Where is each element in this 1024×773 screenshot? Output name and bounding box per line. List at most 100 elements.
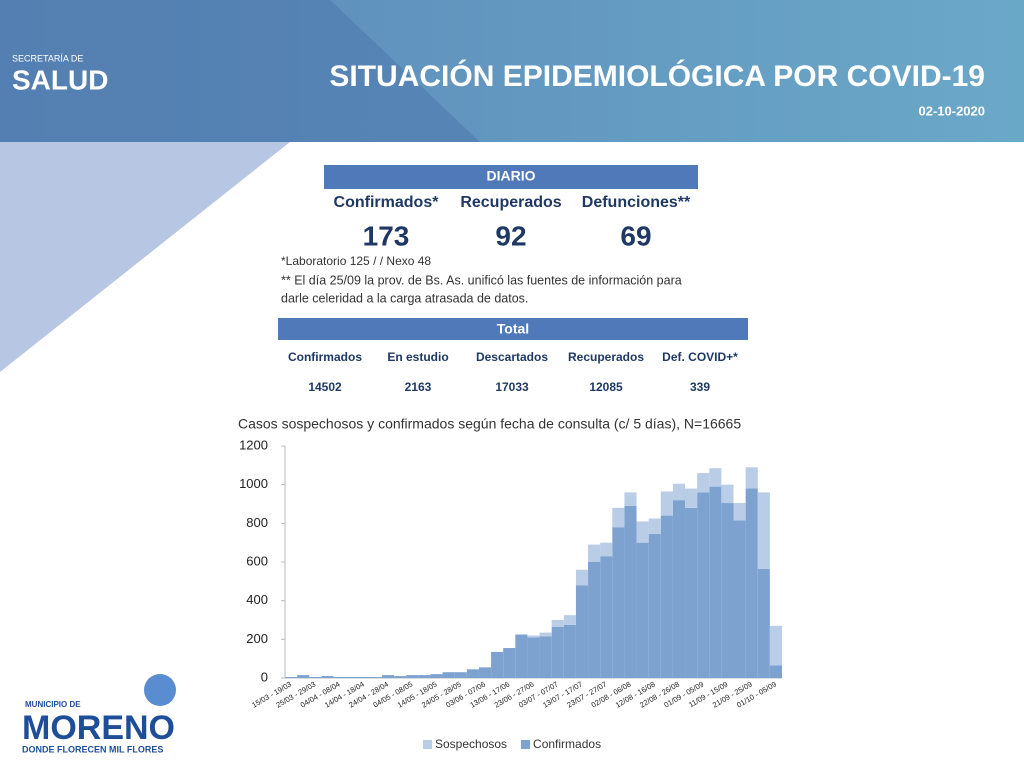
logo-flower: [144, 674, 176, 706]
bar: [309, 677, 322, 678]
bar: [333, 677, 346, 678]
bar: [769, 665, 782, 678]
legend-label: Sospechosos: [435, 737, 507, 751]
bar: [588, 544, 601, 562]
date: 02-10-2020: [919, 103, 986, 118]
bar: [624, 505, 637, 678]
chart-title: Casos sospechosos y confirmados según fe…: [238, 416, 741, 432]
bar: [697, 492, 710, 678]
bar: [575, 569, 589, 586]
legend-swatch: [423, 740, 432, 749]
bar: [685, 507, 698, 678]
bar: [769, 625, 782, 666]
daily-bar: [324, 165, 698, 189]
total-title: Total: [497, 321, 529, 337]
total-value: 2163: [405, 380, 432, 394]
y-tick-label: 1000: [239, 476, 268, 491]
title: SITUACIÓN EPIDEMIOLÓGICA POR COVID-19: [329, 59, 985, 93]
bar: [369, 677, 382, 678]
bar: [721, 503, 734, 678]
legend-label: Confirmados: [533, 737, 601, 751]
bar: [733, 503, 746, 521]
y-tick-label: 0: [261, 669, 268, 684]
bar: [745, 488, 758, 678]
daily-value: 69: [620, 220, 651, 251]
bar: [551, 626, 564, 678]
y-tick-label: 1200: [239, 437, 268, 452]
brand-small: SECRETARÍA DE: [12, 53, 83, 63]
slogan: DONDE FLORECEN MIL FLORES: [22, 744, 163, 754]
municipio-name: MORENO: [22, 709, 175, 747]
total-value: 12085: [589, 380, 623, 394]
bar: [648, 533, 661, 678]
bar: [563, 624, 576, 678]
bar: [575, 585, 589, 678]
bar: [660, 515, 673, 678]
daily-title: DIARIO: [487, 168, 536, 184]
bar: [600, 542, 613, 557]
note: darle celeridad a la carga atrasada de d…: [281, 291, 528, 305]
daily-header: Recuperados: [460, 194, 561, 211]
bar: [466, 669, 479, 678]
bar: [648, 518, 661, 534]
bar: [672, 500, 686, 678]
total-value: 14502: [308, 380, 342, 394]
y-tick-label: 200: [246, 631, 268, 646]
total-header: En estudio: [387, 350, 448, 364]
side-shape: [0, 142, 290, 372]
total-header: Confirmados: [288, 350, 362, 364]
bar: [721, 484, 734, 504]
note: ** El día 25/09 la prov. de Bs. As. unif…: [281, 273, 682, 287]
bar: [345, 677, 358, 678]
bar: [672, 483, 686, 501]
total-value: 339: [690, 380, 710, 394]
bar: [709, 468, 722, 487]
brand: SALUD: [12, 64, 108, 95]
bar: [636, 542, 649, 678]
daily-value: 92: [495, 220, 526, 251]
bar: [527, 635, 540, 638]
bar: [685, 488, 698, 508]
daily-header: Confirmados*: [334, 194, 440, 211]
y-tick-label: 800: [246, 515, 268, 530]
y-tick-label: 600: [246, 553, 268, 568]
total-bar: [278, 318, 748, 340]
bar: [503, 648, 516, 678]
header-shape: [0, 0, 480, 142]
bar: [418, 675, 431, 678]
bar: [612, 507, 625, 528]
bar: [624, 492, 637, 506]
bar: [285, 677, 298, 678]
legend-swatch: [521, 740, 531, 749]
bar: [297, 675, 310, 678]
daily-value: 173: [363, 220, 410, 251]
bar: [588, 562, 601, 678]
bar: [697, 473, 710, 493]
bar: [478, 667, 492, 678]
bar: [745, 467, 758, 489]
bar: [733, 520, 746, 678]
total-value: 17033: [495, 380, 529, 394]
bar: [757, 492, 770, 569]
note: *Laboratorio 125 / / Nexo 48: [281, 254, 431, 268]
y-tick-label: 400: [246, 592, 268, 607]
bar: [660, 491, 673, 516]
bar: [539, 632, 552, 637]
total-header: Descartados: [476, 350, 548, 364]
bar: [527, 637, 540, 678]
bar: [454, 672, 467, 678]
bar: [381, 675, 395, 678]
bar: [551, 620, 564, 627]
bar: [491, 651, 504, 678]
bar: [430, 674, 443, 678]
bar: [357, 677, 370, 678]
bar: [515, 634, 528, 678]
bar: [321, 676, 334, 678]
bar: [600, 556, 613, 678]
bar: [612, 527, 625, 678]
bar: [757, 568, 770, 678]
bar: [709, 486, 722, 678]
bar: [539, 636, 552, 678]
total-header: Def. COVID+*: [662, 350, 738, 364]
